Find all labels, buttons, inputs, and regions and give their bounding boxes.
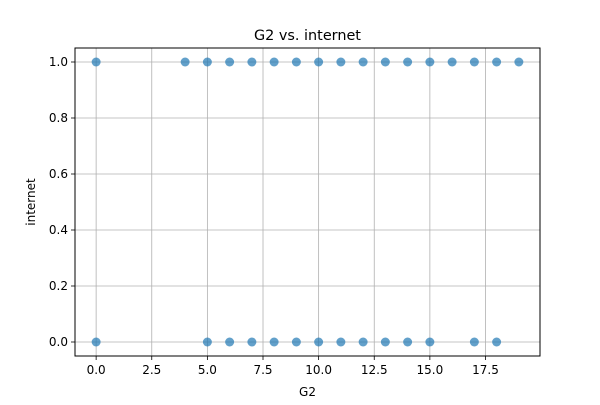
scatter-point bbox=[492, 337, 502, 347]
y-axis-label: internet bbox=[24, 178, 38, 226]
data-points bbox=[91, 57, 524, 347]
scatter-point bbox=[314, 337, 324, 347]
x-tick-label: 17.5 bbox=[472, 363, 499, 377]
scatter-point bbox=[358, 337, 368, 347]
x-tick-label: 10.0 bbox=[305, 363, 332, 377]
scatter-point bbox=[447, 57, 457, 67]
x-tick-label: 0.0 bbox=[87, 363, 106, 377]
scatter-point bbox=[180, 57, 190, 67]
scatter-point bbox=[425, 337, 435, 347]
scatter-point bbox=[492, 57, 502, 67]
scatter-point bbox=[425, 57, 435, 67]
scatter-point bbox=[247, 57, 257, 67]
scatter-point bbox=[380, 57, 390, 67]
scatter-point bbox=[269, 337, 279, 347]
x-axis-label: G2 bbox=[299, 385, 316, 399]
scatter-point bbox=[336, 57, 346, 67]
scatter-point bbox=[469, 337, 479, 347]
scatter-point bbox=[291, 337, 301, 347]
scatter-point bbox=[247, 337, 257, 347]
scatter-point bbox=[403, 57, 413, 67]
scatter-point bbox=[314, 57, 324, 67]
scatter-point bbox=[514, 57, 524, 67]
scatter-point bbox=[202, 57, 212, 67]
plot-area-frame bbox=[74, 47, 541, 357]
grid-lines bbox=[75, 48, 540, 356]
x-axis-ticks: 0.0 2.5 5.0 7.5 10.0 12.5 15.0 17.5 bbox=[87, 356, 499, 377]
x-tick-label: 2.5 bbox=[142, 363, 161, 377]
y-tick-label: 0.0 bbox=[49, 335, 68, 349]
y-tick-label: 0.6 bbox=[49, 167, 68, 181]
scatter-point bbox=[469, 57, 479, 67]
y-tick-label: 0.2 bbox=[49, 279, 68, 293]
x-tick-label: 15.0 bbox=[417, 363, 444, 377]
x-tick-label: 5.0 bbox=[198, 363, 217, 377]
y-tick-label: 0.8 bbox=[49, 111, 68, 125]
scatter-point bbox=[91, 57, 101, 67]
scatter-point bbox=[336, 337, 346, 347]
scatter-point bbox=[269, 57, 279, 67]
y-tick-label: 0.4 bbox=[49, 223, 68, 237]
scatter-point bbox=[225, 57, 235, 67]
scatter-point bbox=[358, 57, 368, 67]
x-tick-label: 7.5 bbox=[253, 363, 272, 377]
y-tick-label: 1.0 bbox=[49, 55, 68, 69]
scatter-point bbox=[291, 57, 301, 67]
scatter-point bbox=[202, 337, 212, 347]
scatter-point bbox=[403, 337, 413, 347]
scatter-point bbox=[225, 337, 235, 347]
chart-title: G2 vs. internet bbox=[254, 28, 361, 44]
scatter-point bbox=[380, 337, 390, 347]
x-tick-label: 12.5 bbox=[361, 363, 388, 377]
scatter-point bbox=[91, 337, 101, 347]
y-axis-ticks: 0.0 0.2 0.4 0.6 0.8 1.0 bbox=[49, 55, 75, 349]
